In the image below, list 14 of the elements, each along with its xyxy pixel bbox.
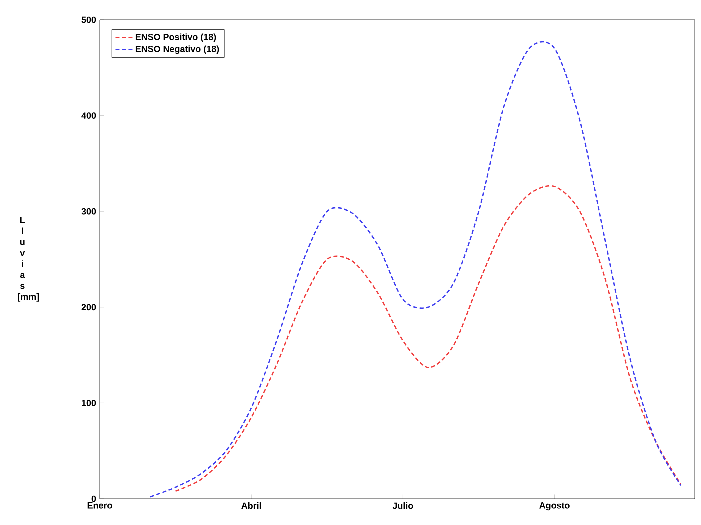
x-tick-label: Enero: [88, 502, 112, 509]
y-tick-label: 0: [92, 496, 96, 502]
legend-label: ENSO Negativo (18): [136, 46, 220, 54]
legend-label: ENSO Positivo (18): [136, 34, 216, 42]
x-tick-label: Agosto: [540, 502, 570, 511]
y-tick-label: 100: [82, 400, 96, 406]
y-tick-label: 400: [82, 112, 96, 119]
x-tick-label: Julio: [392, 502, 414, 510]
x-tick-label: Abril: [242, 502, 262, 510]
y-tick-label: 500: [82, 16, 96, 24]
y-tick-label: 200: [82, 304, 96, 311]
y-axis-title: L l u v i a s [mm]: [18, 217, 40, 302]
y-tick-label: 300: [82, 208, 96, 215]
line-series: [175, 186, 682, 492]
